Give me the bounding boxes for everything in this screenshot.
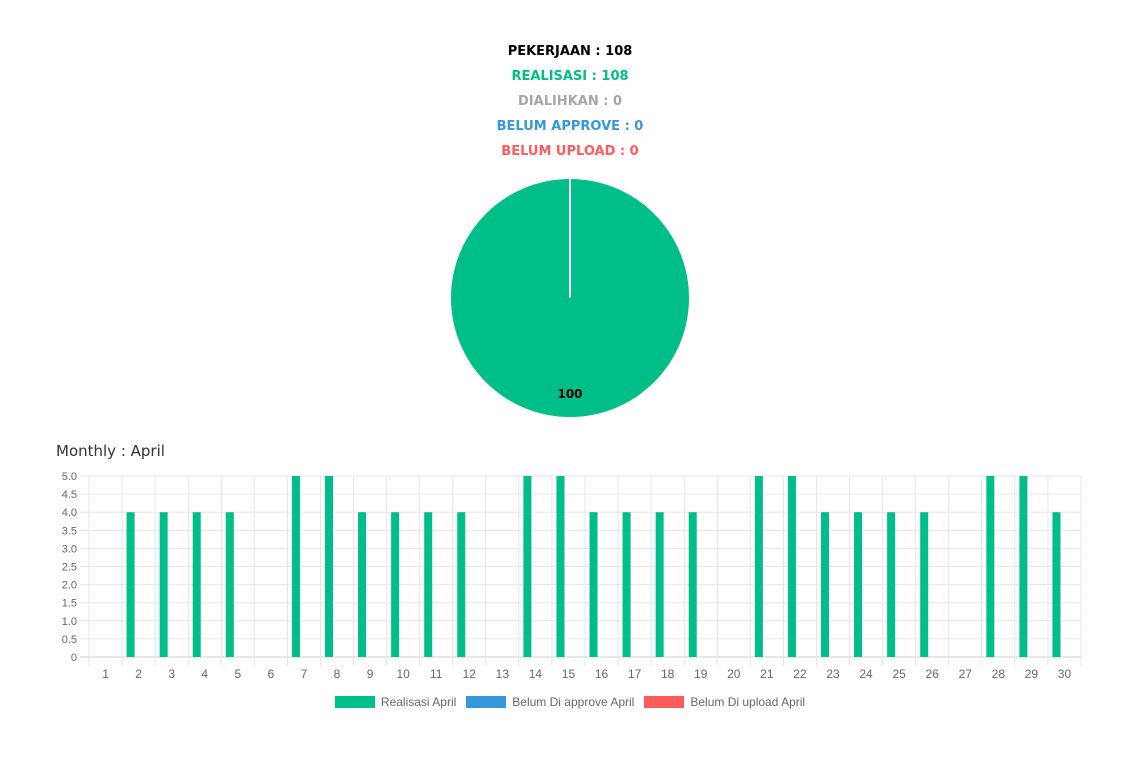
legend-swatch xyxy=(644,696,685,708)
y-tick-label: 5.0 xyxy=(62,471,77,483)
bar[interactable] xyxy=(126,512,135,657)
x-tick-label: 15 xyxy=(562,667,576,681)
x-tick-label: 6 xyxy=(268,667,275,681)
bar[interactable] xyxy=(291,476,300,657)
y-tick-label: 0.5 xyxy=(62,634,77,646)
bar[interactable] xyxy=(523,476,532,657)
y-tick-label: 2.5 xyxy=(62,562,77,574)
legend-label: Belum Di approve April xyxy=(512,695,635,709)
belum-approve-count: BELUM APPROVE : 0 xyxy=(496,119,644,134)
bar[interactable] xyxy=(821,512,829,657)
legend-item[interactable]: Belum Di approve April xyxy=(466,695,634,709)
x-tick-label: 18 xyxy=(661,667,675,681)
belum-upload-count: BELUM UPLOAD : 0 xyxy=(501,144,639,159)
x-tick-label: 16 xyxy=(595,667,609,681)
x-tick-label: 22 xyxy=(793,667,807,681)
y-tick-label: 1.0 xyxy=(62,616,77,628)
x-tick-label: 4 xyxy=(201,667,208,681)
pie-data-label: 100 xyxy=(557,387,582,401)
bar[interactable] xyxy=(787,476,796,657)
dialihkan-count: DIALIHKAN : 0 xyxy=(518,94,622,109)
chart-legend[interactable]: Realisasi April Belum Di approve April Bel… xyxy=(0,695,1140,711)
x-tick-label: 11 xyxy=(430,667,443,681)
x-tick-label: 20 xyxy=(727,667,741,681)
bar[interactable] xyxy=(159,512,168,657)
x-tick-label: 2 xyxy=(135,667,142,681)
x-tick-label: 27 xyxy=(959,667,973,681)
x-tick-label: 29 xyxy=(1025,667,1039,681)
pie-chart: 100 xyxy=(451,179,689,417)
bar[interactable] xyxy=(622,512,631,657)
legend-label: Realisasi April xyxy=(380,695,457,709)
x-tick-label: 1 xyxy=(102,667,109,681)
x-tick-label: 14 xyxy=(529,667,543,681)
bar[interactable] xyxy=(325,476,333,657)
x-tick-label: 21 xyxy=(760,667,774,681)
bar[interactable] xyxy=(688,512,697,657)
x-tick-label: 8 xyxy=(334,667,341,681)
y-tick-label: 3.5 xyxy=(62,525,77,537)
legend-label: Belum Di upload April xyxy=(690,695,806,709)
x-tick-label: 17 xyxy=(628,667,642,681)
bar[interactable] xyxy=(1052,512,1061,657)
legend-item[interactable]: Belum Di upload April xyxy=(644,695,805,709)
bar[interactable] xyxy=(986,476,995,657)
bar[interactable] xyxy=(358,512,367,657)
legend-item[interactable]: Realisasi April xyxy=(334,695,457,709)
x-tick-label: 28 xyxy=(992,667,1006,681)
bar[interactable] xyxy=(1019,476,1028,657)
x-tick-label: 7 xyxy=(301,667,308,681)
legend-swatch xyxy=(334,696,375,708)
x-tick-label: 3 xyxy=(168,667,175,681)
bar[interactable] xyxy=(391,512,400,657)
x-tick-label: 19 xyxy=(694,667,708,681)
x-tick-label: 23 xyxy=(826,667,840,681)
x-tick-label: 12 xyxy=(463,667,477,681)
y-tick-label: 4.0 xyxy=(62,507,77,519)
bar[interactable] xyxy=(655,512,664,657)
bar[interactable] xyxy=(225,512,234,657)
bar[interactable] xyxy=(192,512,201,657)
realisasi-count: REALISASI : 108 xyxy=(511,69,629,84)
monthly-title: Monthly : April xyxy=(56,442,165,460)
y-tick-label: 4.5 xyxy=(62,489,77,501)
legend-swatch xyxy=(466,696,507,708)
x-tick-label: 9 xyxy=(367,667,374,681)
x-tick-label: 5 xyxy=(234,667,241,681)
x-tick-label: 26 xyxy=(926,667,940,681)
bar[interactable] xyxy=(754,476,763,657)
bar[interactable] xyxy=(589,512,598,657)
y-tick-label: 2.0 xyxy=(62,580,77,592)
x-tick-label: 13 xyxy=(496,667,510,681)
y-tick-label: 0 xyxy=(71,652,77,664)
bar[interactable] xyxy=(556,476,565,657)
bar[interactable] xyxy=(424,512,433,657)
bar[interactable] xyxy=(887,512,896,657)
x-tick-label: 10 xyxy=(396,667,410,681)
x-tick-label: 25 xyxy=(892,667,906,681)
pekerjaan-count: PEKERJAAN : 108 xyxy=(507,44,633,59)
summary-block: PEKERJAAN : 108 REALISASI : 108 DIALIHKA… xyxy=(0,41,1140,166)
bar[interactable] xyxy=(920,512,929,657)
x-tick-label: 24 xyxy=(859,667,873,681)
bar[interactable] xyxy=(457,512,466,657)
x-tick-label: 30 xyxy=(1058,667,1072,681)
y-tick-label: 3.0 xyxy=(62,543,77,555)
y-tick-label: 1.5 xyxy=(62,598,77,610)
bar[interactable] xyxy=(854,512,863,657)
